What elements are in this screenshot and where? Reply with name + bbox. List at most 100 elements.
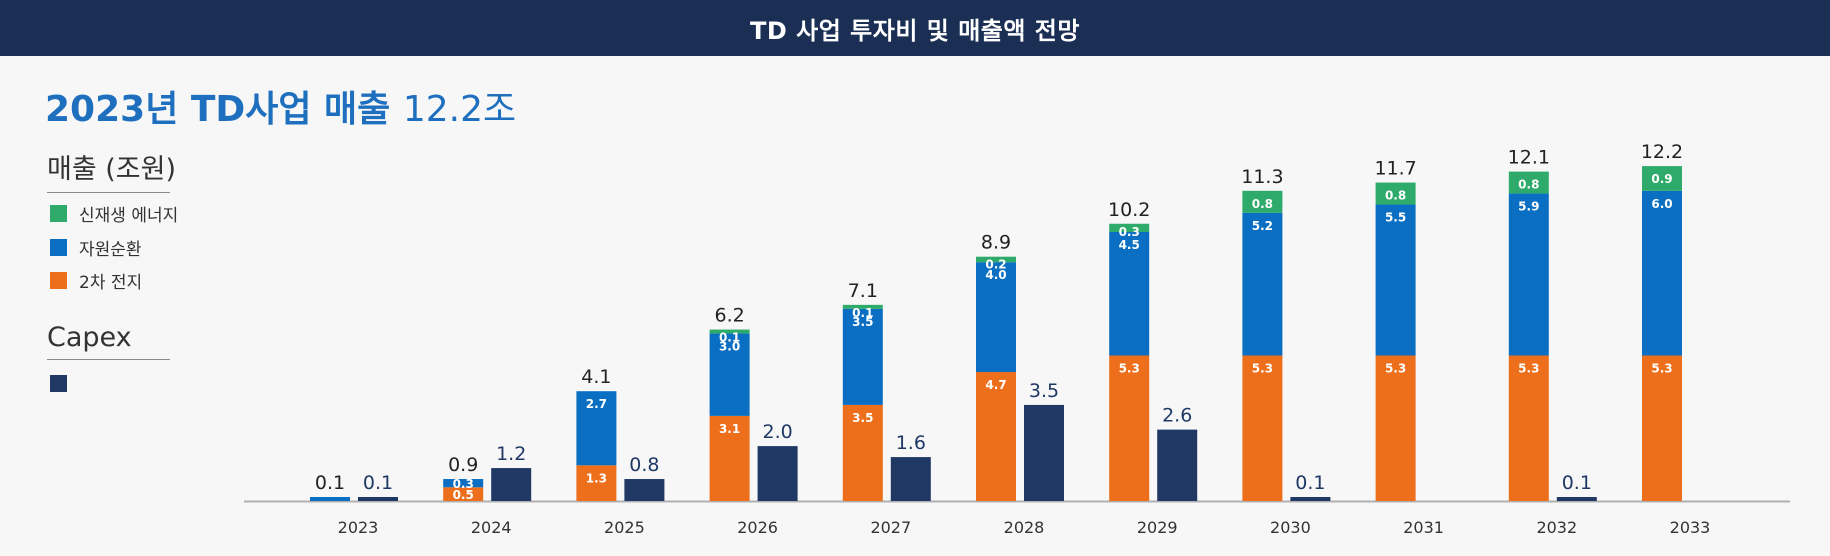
legend-item-renewable: 신재생 에너지	[50, 203, 179, 226]
segment-value-label: 0.9	[1651, 172, 1672, 186]
headline-amount: 12.2조	[402, 89, 517, 130]
segment-value-label: 4.7	[985, 378, 1006, 392]
revenue-bar-segment	[842, 404, 883, 501]
segment-value-label: 5.3	[1651, 362, 1672, 376]
segment-value-label: 0.1	[852, 306, 873, 320]
segment-value-label: 5.5	[1385, 211, 1406, 225]
revenue-bar-segment	[1242, 212, 1283, 356]
capex-bar	[358, 497, 398, 501]
headline-lead: 2023년 TD사업 매출	[45, 89, 403, 130]
capex-bar	[757, 446, 798, 501]
capex-value-label: 0.1	[1295, 472, 1325, 494]
revenue-bar-segment	[1375, 355, 1416, 501]
revenue-total-label: 11.7	[1374, 158, 1416, 180]
revenue-bar-segment	[1642, 166, 1682, 191]
x-tick-label: 2025	[604, 518, 645, 537]
capex-value-label: 1.2	[496, 443, 526, 465]
revenue-bar-segment	[842, 304, 883, 309]
x-tick-label: 2027	[870, 518, 911, 537]
revenue-bar-segment	[709, 415, 750, 501]
legend-swatch-battery	[50, 271, 67, 289]
legend-label-battery: 2차 전지	[79, 272, 143, 293]
segment-value-label: 3.0	[719, 340, 740, 354]
headline: 2023년 TD사업 매출 12.2조	[45, 80, 516, 132]
segment-value-label: 5.3	[1252, 362, 1273, 376]
revenue-total-label: 7.1	[848, 280, 878, 302]
revenue-bar-segment	[976, 371, 1016, 501]
x-tick-label: 2029	[1137, 518, 1178, 537]
revenue-bar-segment	[310, 497, 350, 501]
segment-value-label: 5.3	[1119, 362, 1140, 376]
legend-label-recycling: 자원순환	[79, 239, 142, 260]
segment-value-label: 0.2	[985, 258, 1006, 272]
legend-item-capex	[50, 373, 79, 393]
revenue-bar-segment	[1375, 204, 1416, 356]
capex-value-label: 0.1	[1562, 472, 1592, 494]
x-tick-label: 2024	[471, 518, 512, 537]
segment-value-label: 0.8	[1385, 189, 1406, 203]
legend-item-recycling: 자원순환	[50, 237, 142, 260]
revenue-bar-segment	[1642, 355, 1682, 501]
revenue-bar-segment	[443, 487, 484, 501]
segment-value-label: 5.9	[1518, 200, 1539, 214]
capex-bar	[1290, 497, 1331, 501]
x-tick-label: 2032	[1536, 518, 1577, 537]
capex-bar	[1157, 429, 1198, 501]
segment-value-label: 5.3	[1385, 362, 1406, 376]
legend-label-renewable: 신재생 에너지	[79, 205, 179, 226]
segment-value-label: 3.5	[852, 315, 873, 329]
revenue-bar-segment	[709, 329, 750, 334]
x-tick-label: 2033	[1670, 518, 1711, 537]
capex-value-label: 0.1	[363, 472, 393, 494]
revenue-bar-segment	[576, 465, 617, 501]
capex-value-label: 1.6	[896, 432, 926, 454]
revenue-total-label: 12.1	[1508, 147, 1550, 169]
legend-swatch-renewable	[50, 204, 67, 222]
revenue-bar-segment	[1109, 223, 1150, 232]
revenue-bar-segment	[976, 256, 1016, 263]
x-tick-label: 2031	[1403, 518, 1444, 537]
revenue-bar-segment	[1508, 193, 1549, 356]
capex-bar	[1556, 497, 1597, 501]
x-tick-label: 2028	[1004, 518, 1045, 537]
revenue-total-label: 6.2	[714, 305, 744, 327]
capex-value-label: 2.0	[762, 421, 792, 443]
legend-swatch-capex	[50, 374, 67, 392]
capex-value-label: 0.8	[629, 454, 659, 476]
revenue-bar-segment	[1109, 231, 1150, 356]
segment-value-label: 0.1	[719, 331, 740, 345]
x-tick-label: 2030	[1270, 518, 1311, 537]
revenue-bar-segment	[709, 333, 750, 416]
banner-title: TD 사업 투자비 및 매출액 전망	[0, 0, 1830, 56]
capex-value-label: 2.6	[1162, 405, 1192, 427]
revenue-bar-segment	[1642, 190, 1682, 356]
legend-revenue-title: 매출 (조원)	[47, 147, 176, 193]
revenue-total-label: 8.9	[981, 232, 1011, 254]
x-tick-label: 2026	[737, 518, 778, 537]
capex-bar	[1024, 404, 1064, 501]
segment-value-label: 0.8	[1518, 178, 1539, 192]
revenue-bar-segment	[842, 308, 883, 405]
revenue-total-label: 10.2	[1108, 199, 1150, 221]
capex-bar	[491, 468, 532, 501]
capex-bar	[624, 479, 665, 501]
segment-value-label: 0.3	[1119, 225, 1140, 239]
x-tick-label: 2023	[338, 518, 379, 537]
revenue-bar-segment	[1109, 355, 1150, 501]
legend-capex-title: Capex	[47, 322, 170, 360]
revenue-total-label: 12.2	[1641, 141, 1683, 163]
revenue-total-label: 0.1	[315, 472, 345, 494]
segment-value-label: 0.5	[453, 488, 474, 502]
segment-value-label: 5.2	[1252, 219, 1273, 233]
revenue-bar-segment	[976, 262, 1016, 372]
revenue-bar-segment	[1375, 182, 1416, 205]
segment-value-label: 6.0	[1651, 197, 1672, 211]
segment-value-label: 1.3	[586, 471, 607, 485]
segment-value-label: 0.8	[1252, 197, 1273, 211]
segment-value-label: 2.7	[586, 397, 607, 411]
revenue-bar-segment	[1242, 355, 1283, 501]
segment-value-label: 4.5	[1119, 238, 1140, 252]
revenue-total-label: 11.3	[1241, 166, 1283, 188]
revenue-total-label: 4.1	[581, 366, 611, 388]
